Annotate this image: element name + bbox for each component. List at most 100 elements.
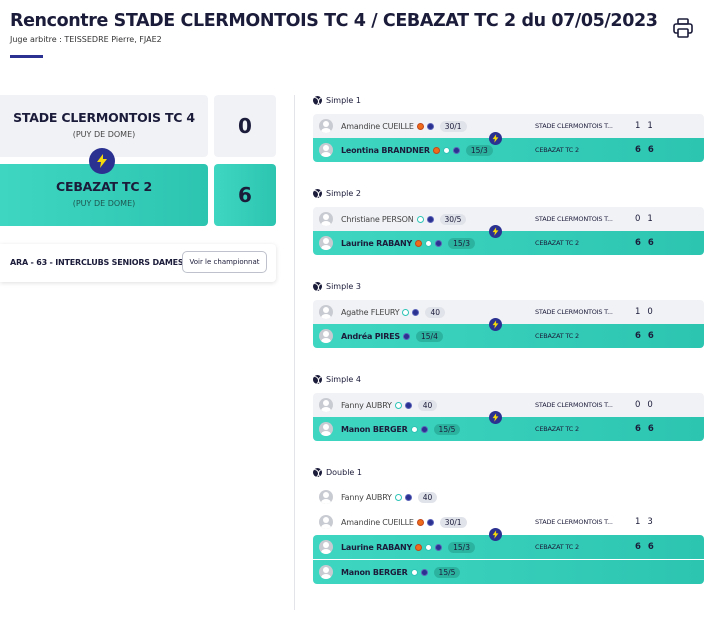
home-team-card: STADE CLERMONTOIS TC 4 (PUY DE DOME): [0, 95, 208, 157]
teal-category-dot-icon: [402, 308, 410, 316]
set-score: 6: [647, 145, 654, 155]
avatar-icon: [319, 422, 333, 436]
orange-category-dot-icon: [415, 239, 423, 247]
player-team: CEBAZAT TC 2: [535, 146, 579, 154]
set-score: 6: [647, 542, 654, 552]
match-winner-badge: [489, 318, 502, 331]
set-score: 6: [647, 424, 654, 434]
ranking-badge: 40: [417, 399, 438, 411]
lightning-bolt-icon: [97, 154, 107, 168]
page-title: Rencontre STADE CLERMONTOIS TC 4 / CEBAZ…: [10, 11, 658, 31]
avatar-icon: [319, 212, 333, 226]
ranking-badge: 30/1: [439, 120, 467, 132]
player-name[interactable]: Amandine CUEILLE: [341, 121, 414, 131]
player-row[interactable]: Amandine CUEILLE 30/1 STADE CLERMONTOIS T.…: [313, 510, 704, 534]
ranking-badge: 15/5: [433, 423, 461, 435]
player-row[interactable]: Amandine CUEILLE 30/1 STADE CLERMONTOIS T.…: [313, 114, 704, 138]
print-button[interactable]: [671, 17, 695, 39]
player-row[interactable]: Manon BERGER 15/5: [313, 560, 704, 584]
orange-category-dot-icon: [432, 146, 440, 154]
player-name[interactable]: Amandine CUEILLE: [341, 517, 414, 527]
player-team: CEBAZAT TC 2: [535, 543, 579, 551]
player-row[interactable]: Christiane PERSON 30/5 STADE CLERMONTOIS T…: [313, 207, 704, 231]
player-name[interactable]: Agathe FLEURY: [341, 307, 400, 317]
player-team: CEBAZAT TC 2: [535, 239, 579, 247]
avatar-icon: [319, 305, 333, 319]
navy-category-dot-icon: [403, 332, 410, 340]
ranking-badge: 15/3: [448, 237, 475, 249]
set-score: 0: [635, 400, 641, 410]
navy-category-dot-icon: [420, 568, 428, 576]
tennis-ball-icon: [313, 468, 322, 477]
avatar-icon: [319, 236, 333, 250]
set-score: 1: [647, 121, 653, 131]
navy-category-dot-icon: [404, 401, 412, 409]
navy-category-dot-icon: [420, 425, 428, 433]
teal-category-dot-icon: [416, 215, 424, 223]
away-team-region: (PUY DE DOME): [72, 199, 136, 208]
navy-category-dot-icon: [426, 122, 434, 130]
match-title-text: Simple 2: [326, 189, 361, 198]
set-score: 0: [647, 400, 653, 410]
away-team-name: CEBAZAT TC 2: [56, 179, 152, 194]
tennis-ball-icon: [313, 282, 322, 291]
set-score: 1: [647, 214, 653, 224]
avatar-icon: [319, 515, 333, 529]
set-score: 6: [635, 145, 641, 155]
avatar-icon: [319, 119, 333, 133]
player-name[interactable]: Laurine RABANY: [341, 238, 413, 248]
set-score: 6: [635, 238, 641, 248]
player-name[interactable]: Fanny AUBRY: [341, 400, 392, 410]
player-name[interactable]: Laurine RABANY: [341, 542, 413, 552]
match-title-text: Simple 1: [326, 96, 361, 105]
player-name[interactable]: Fanny AUBRY: [341, 492, 392, 502]
ranking-badge: 40: [417, 491, 438, 503]
match-title-text: Double 1: [326, 468, 362, 477]
player-name[interactable]: Manon BERGER: [341, 424, 408, 434]
match-winner-badge: [489, 225, 502, 238]
set-score: 6: [635, 331, 641, 341]
set-score: 6: [635, 424, 641, 434]
tennis-ball-icon: [313, 96, 322, 105]
lightning-bolt-icon: [492, 320, 499, 329]
player-team: STADE CLERMONTOIS T...: [535, 308, 613, 316]
set-score: 0: [635, 214, 641, 224]
lightning-bolt-icon: [492, 134, 499, 143]
player-name[interactable]: Leontina BRANDNER: [341, 145, 430, 155]
lightning-bolt-icon: [492, 530, 499, 539]
set-score: 6: [647, 331, 654, 341]
lightning-bolt-icon: [492, 227, 499, 236]
ranking-badge: 15/3: [465, 144, 493, 156]
player-row[interactable]: Fanny AUBRY 40: [313, 485, 704, 509]
title-underline: [10, 55, 43, 58]
view-championship-button[interactable]: Voir le championnat: [182, 251, 267, 273]
set-score: 1: [635, 307, 641, 317]
navy-category-dot-icon: [435, 543, 443, 551]
match-winner-badge: [489, 132, 502, 145]
set-score: 0: [647, 307, 653, 317]
player-name[interactable]: Manon BERGER: [341, 567, 408, 577]
ranking-badge: 30/5: [439, 213, 467, 225]
away-team-card: CEBAZAT TC 2 (PUY DE DOME): [0, 164, 208, 226]
printer-icon: [673, 18, 693, 38]
player-name[interactable]: Andréa PIRES: [341, 331, 400, 341]
player-name[interactable]: Christiane PERSON: [341, 214, 414, 224]
orange-category-dot-icon: [416, 518, 424, 526]
avatar-icon: [319, 565, 333, 579]
championship-card: ARA - 63 - INTERCLUBS SENIORS DAMES Voir…: [0, 244, 276, 282]
player-row[interactable]: Agathe FLEURY 40 STADE CLERMONTOIS T... 1 0: [313, 300, 704, 324]
match-title: Double 1: [313, 468, 362, 477]
orange-category-dot-icon: [416, 122, 424, 130]
player-team: STADE CLERMONTOIS T...: [535, 215, 613, 223]
championship-label: ARA - 63 - INTERCLUBS SENIORS DAMES: [10, 258, 184, 267]
player-row[interactable]: Fanny AUBRY 40 STADE CLERMONTOIS T... 0 0: [313, 393, 704, 417]
